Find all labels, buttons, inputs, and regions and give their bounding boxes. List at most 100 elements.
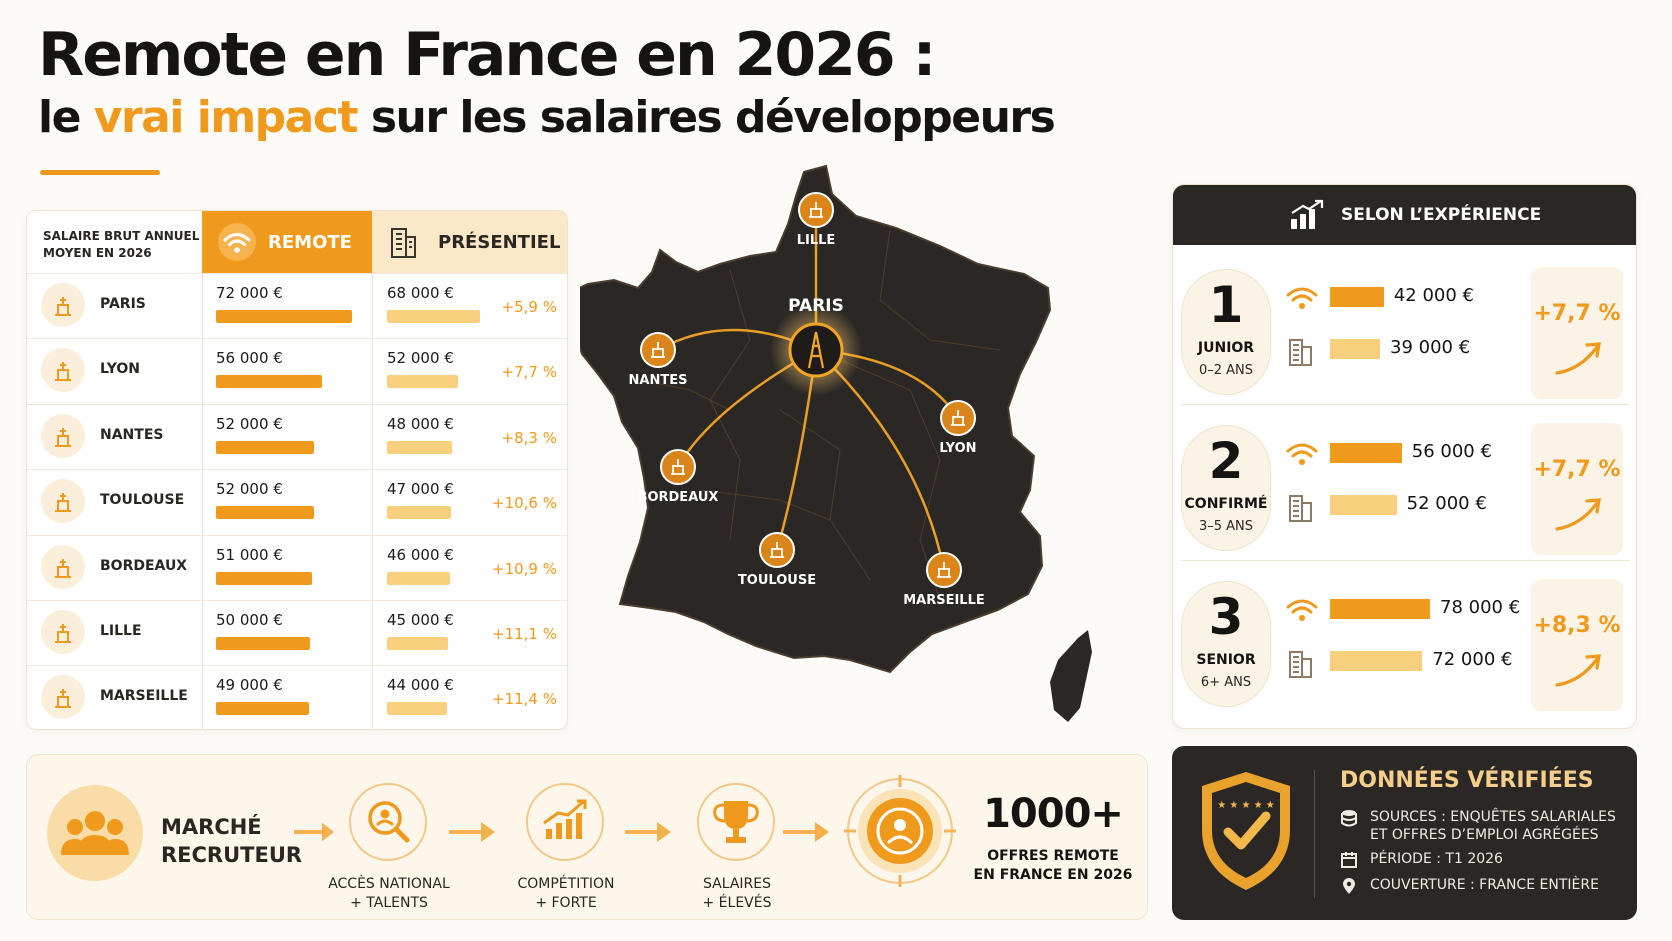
gain-box: +7,7 % [1531,267,1623,399]
gain-box: +8,3 % [1531,579,1623,711]
wifi-icon [1286,287,1318,309]
column-divider [202,273,203,729]
city-label: PARIS [100,296,146,312]
verified-coverage-text: COUVERTURE : FRANCE ENTIÈRE [1370,877,1599,893]
remote-salary-bar [216,702,309,716]
presentiel-level-bar [1330,651,1423,671]
remote-salary-value: 50 000 € [216,611,283,629]
city-landmark-icon [651,342,665,358]
trend-up-icon [1555,654,1601,687]
remote-level-bar [1330,287,1384,307]
city-landmark-icon [41,610,85,654]
level-number: 2 [1208,432,1244,490]
city-landmark-icon [41,675,85,720]
presentiel-level-bar [1330,495,1397,515]
step-text-line1: ACCÈS NATIONAL [328,876,450,892]
remote-salary-value: 49 000 € [216,676,283,695]
office-building-icon [1289,339,1312,366]
presentiel-column-header: PRÉSENTIEL [372,211,567,273]
france-map: PARIS LILLE NANTES LYON BORDEAUX TOULOUSE MAR… [580,164,1092,722]
step-text-line2: + ÉLEVÉS [702,895,772,911]
arrow-right-icon [449,822,495,842]
step-icon-circle [697,783,775,861]
wifi-icon [218,223,256,261]
presentiel-level-value: 52 000 € [1406,493,1487,514]
salary-difference: +10,6 % [492,494,557,513]
remote-header-label: REMOTE [268,232,352,253]
market-step-national-access: ACCÈS NATIONAL + TALENTS [309,783,469,913]
presentiel-level-value: 72 000 € [1432,649,1513,670]
step-text-line1: SALAIRES [702,876,771,892]
presentiel-salary-bar [387,571,450,585]
page-title: Remote en France en 2026 : [38,20,936,90]
presentiel-level-bar [1330,339,1380,359]
verified-coverage: COUVERTURE : FRANCE ENTIÈRE [1340,876,1599,894]
experience-row: 3 SENIOR 6+ ANS 78 000 € 72 000 € +8,3 % [1173,567,1636,717]
map-city-label: BORDEAUX [638,490,719,505]
remote-salary-value: 72 000 € [216,284,283,302]
row-separator [1181,560,1630,561]
step-text: COMPÉTITION + FORTE [486,875,646,913]
gain-percent: +8,3 % [1533,613,1621,638]
map-city-marker: NANTES [629,332,687,388]
map-city-label: LYON [939,441,976,456]
level-years: 0–2 ANS [1198,363,1254,378]
step-text-line2: + TALENTS [350,895,428,911]
map-city-marker: TOULOUSE [738,532,816,588]
corsica-shape [1050,630,1092,722]
map-city-label: TOULOUSE [738,573,816,588]
office-building-icon [391,228,416,258]
verified-period-text: PÉRIODE : T1 2026 [1370,851,1503,867]
table-label-line1: SALAIRE BRUT ANNUEL [43,229,200,243]
region-borders [639,229,1001,601]
france-mainland-shape [580,164,1052,674]
column-divider [372,273,373,729]
map-city-marker: LYON [939,400,977,456]
table-row: NANTES 52 000 € 48 000 € +8,3 % [27,403,567,465]
table-label: SALAIRE BRUT ANNUEL MOYEN EN 2026 [27,211,202,273]
group-people-icon [61,811,129,855]
arrow-right-icon [294,823,334,841]
office-building-icon [1289,495,1312,522]
level-number: 3 [1208,588,1244,646]
presentiel-salary-bar [387,506,451,520]
experience-row: 1 JUNIOR 0–2 ANS 42 000 € 39 000 € +7,7 % [1173,255,1636,405]
remote-salary-bar [216,637,311,650]
remote-column-header: REMOTE [202,211,372,273]
level-years: 3–5 ANS [1198,519,1254,534]
target-person-icon [844,775,956,887]
experience-row: 2 CONFIRMÉ 3–5 ANS 56 000 € 52 000 € +7,7 % [1173,411,1636,561]
map-cities: LILLE NANTES LYON BORDEAUX TOULOUSE MARSEILLE [629,192,985,608]
presentiel-header-label: PRÉSENTIEL [438,232,561,253]
presentiel-salary-value: 45 000 € [387,611,454,629]
map-city-marker: BORDEAUX [638,449,719,505]
subtitle-suffix: sur les salaires développeurs [370,92,1056,143]
city-landmark-icon [41,348,85,393]
remote-salary-value: 51 000 € [216,545,283,564]
level-label: JUNIOR [1197,340,1255,356]
verified-sources-line2: ET OFFRES D’EMPLOI AGRÉGÉES [1370,827,1599,843]
verified-sources: SOURCES : ENQUÊTES SALARIALES ET OFFRES … [1340,808,1616,844]
market-icon-circle [47,785,143,881]
remote-salary-bar [216,506,315,520]
salary-difference: +7,7 % [501,363,557,382]
map-city-marker: LILLE [797,192,835,248]
map-label-paris: PARIS [788,296,844,316]
shield-check-icon: ★ ★ ★ ★ ★ [1202,772,1290,890]
remote-salary-value: 52 000 € [216,480,283,499]
remote-offers-caption-line2: EN FRANCE EN 2026 [973,867,1133,883]
step-text-line2: + FORTE [535,895,597,911]
experience-header: SELON L’EXPÉRIENCE [1173,185,1636,245]
salary-difference: +11,4 % [492,690,557,709]
remote-level-bar [1330,599,1430,619]
remote-offers-count: 1000+ [983,791,1124,837]
growth-chart-icon [543,799,587,839]
paris-marker [788,322,844,378]
subtitle-prefix: le [38,92,81,143]
verified-title: DONNÉES VÉRIFIÉES [1340,768,1594,793]
city-label: NANTES [100,426,164,443]
city-landmark-icon [41,283,85,327]
recruiter-market-band: MARCHÉ RECRUTEUR ACCÈS NATIONAL + TALENT… [26,754,1148,920]
step-text-line1: COMPÉTITION [517,876,615,892]
office-building-icon [1289,651,1312,678]
